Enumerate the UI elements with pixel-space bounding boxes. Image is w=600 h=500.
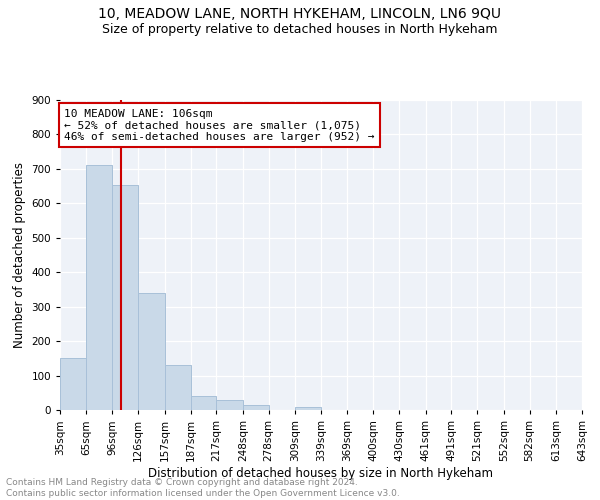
Bar	[86, 165, 112, 410]
Text: Distribution of detached houses by size in North Hykeham: Distribution of detached houses by size …	[149, 468, 493, 480]
Bar	[295, 407, 321, 410]
Bar	[165, 365, 191, 410]
Bar	[216, 400, 243, 410]
Y-axis label: Number of detached properties: Number of detached properties	[13, 162, 26, 348]
Bar	[60, 358, 86, 410]
Bar	[243, 405, 269, 410]
Text: Contains HM Land Registry data © Crown copyright and database right 2024.
Contai: Contains HM Land Registry data © Crown c…	[6, 478, 400, 498]
Text: 10, MEADOW LANE, NORTH HYKEHAM, LINCOLN, LN6 9QU: 10, MEADOW LANE, NORTH HYKEHAM, LINCOLN,…	[98, 8, 502, 22]
Text: Size of property relative to detached houses in North Hykeham: Size of property relative to detached ho…	[102, 22, 498, 36]
Text: 10 MEADOW LANE: 106sqm
← 52% of detached houses are smaller (1,075)
46% of semi-: 10 MEADOW LANE: 106sqm ← 52% of detached…	[64, 108, 375, 142]
Bar	[138, 293, 165, 410]
Bar	[191, 396, 216, 410]
Bar	[112, 186, 138, 410]
